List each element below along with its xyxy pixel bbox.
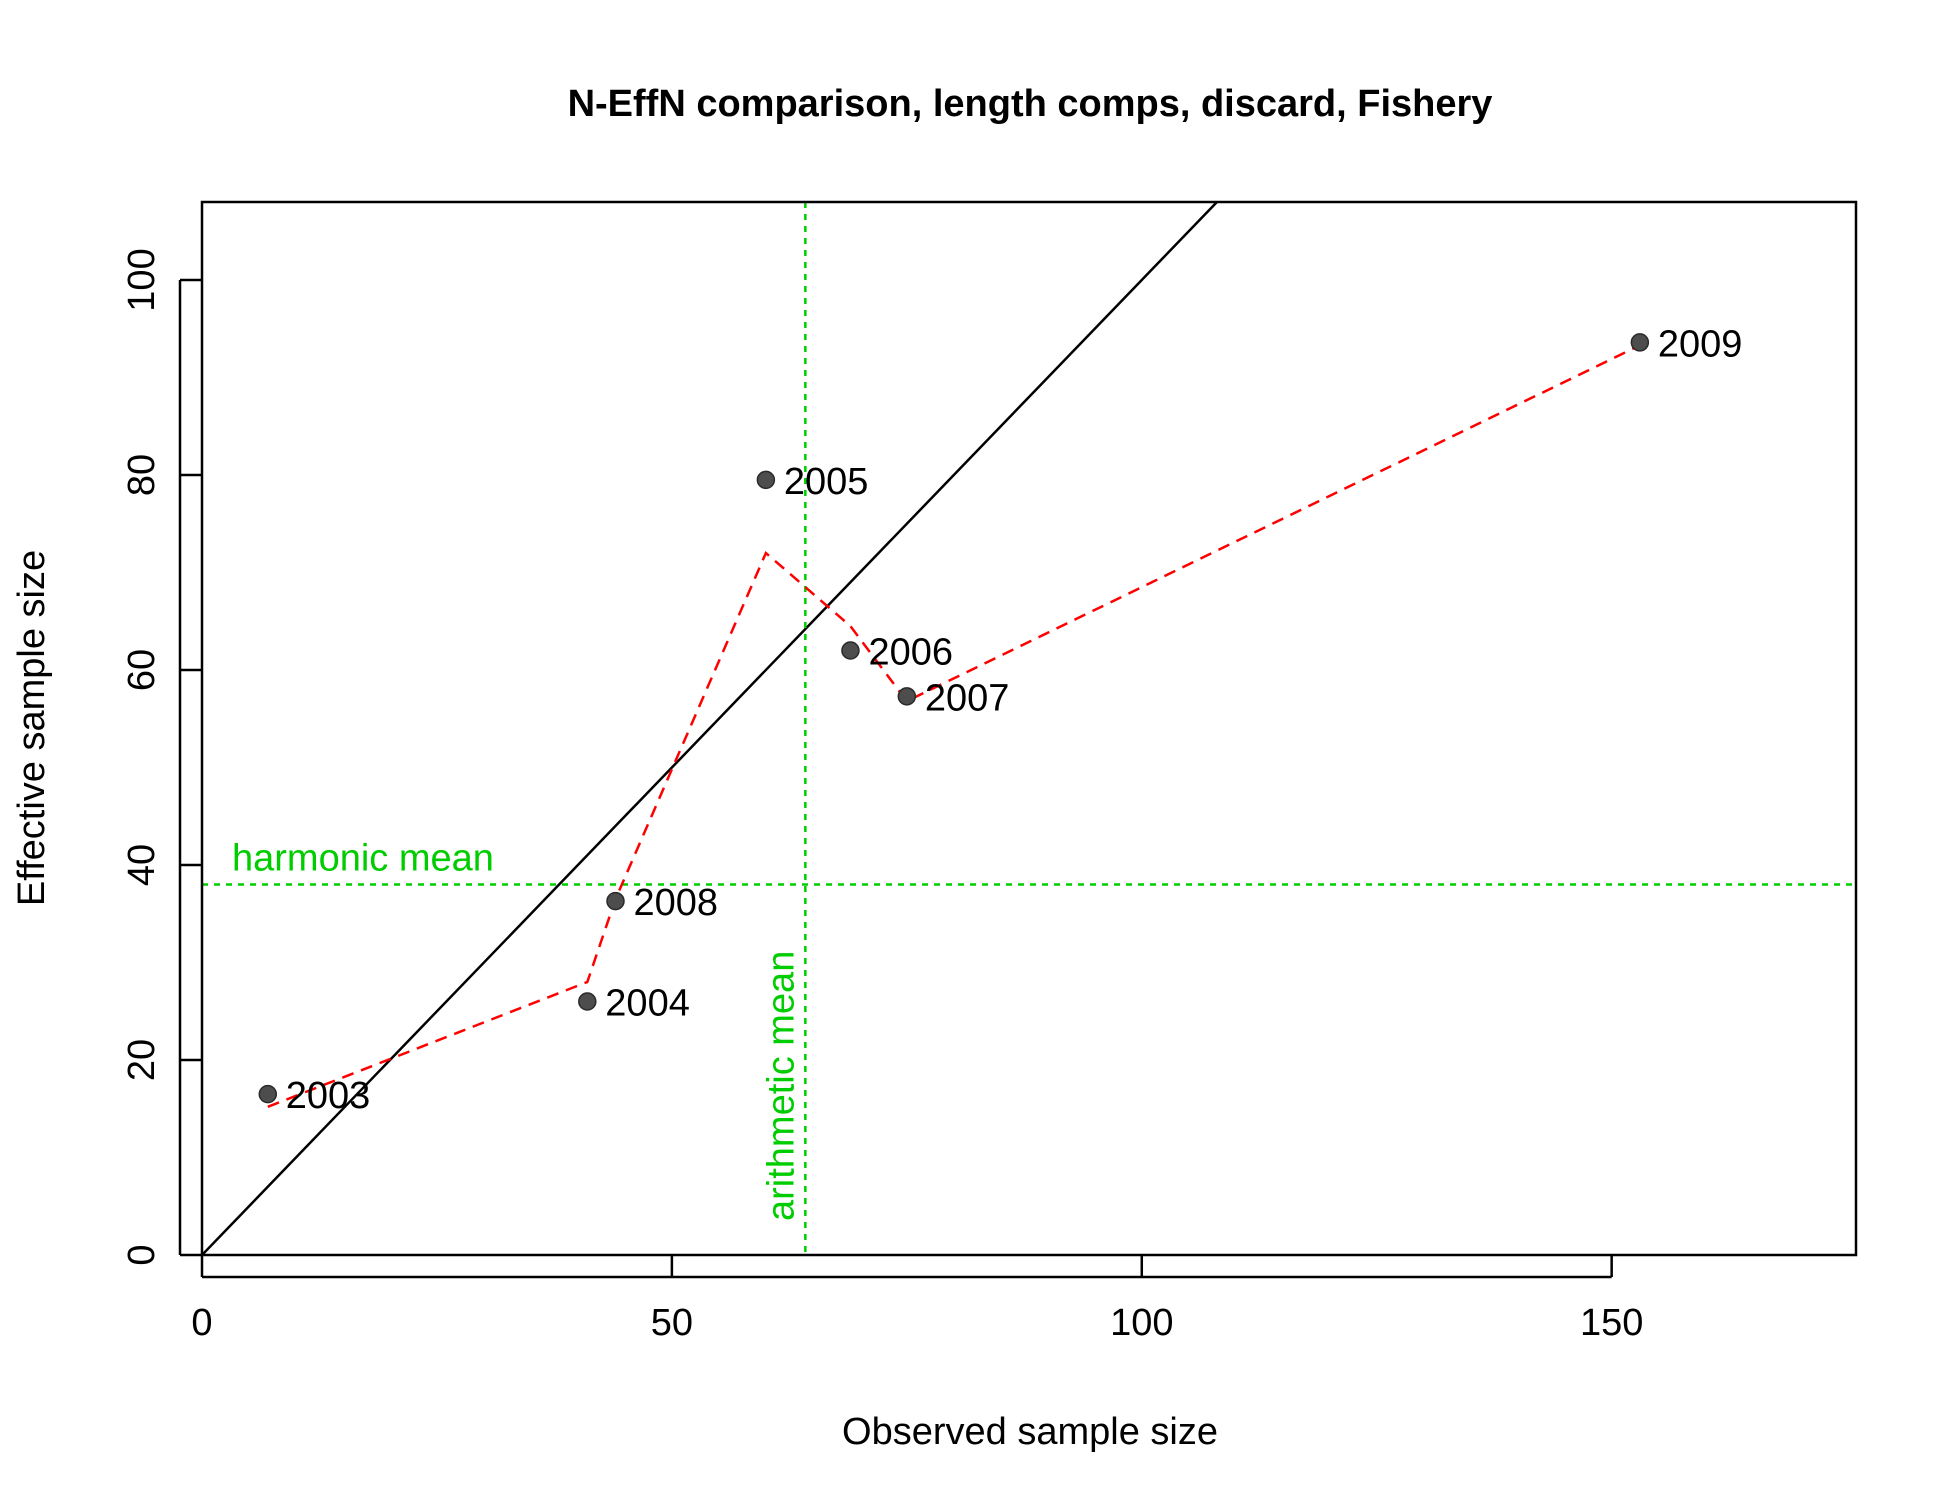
y-tick-label: 40 (121, 844, 163, 886)
data-point (897, 687, 917, 706)
harmonic-mean-label: harmonic mean (232, 838, 494, 880)
data-point (1630, 333, 1650, 352)
y-tick-label: 100 (121, 248, 163, 311)
x-tick-label: 100 (1110, 1302, 1173, 1344)
point-label: 2004 (605, 983, 690, 1025)
data-point (756, 470, 776, 490)
y-tick-label: 0 (121, 1244, 163, 1265)
point-label: 2006 (868, 632, 953, 674)
data-point (841, 641, 860, 660)
data-point (578, 992, 597, 1011)
arithmetic-mean-label: arithmetic mean (760, 951, 802, 1221)
data-point (606, 891, 625, 911)
point-label: 2003 (286, 1075, 371, 1117)
point-label: 2007 (925, 677, 1010, 719)
y-axis-label: Effective sample size (11, 550, 53, 906)
x-tick-label: 150 (1580, 1302, 1643, 1344)
chart-title: N-EffN comparison, length comps, discard… (568, 83, 1493, 125)
point-label: 2005 (784, 461, 869, 503)
point-label: 2008 (634, 882, 719, 924)
x-tick-label: 50 (651, 1302, 693, 1344)
smoother-line (267, 344, 1641, 1108)
plot-area: 0 50 100 150 0 20 40 60 80 100 harmonic mean arithm… (121, 200, 1858, 1344)
x-axis-label: Observed sample size (842, 1411, 1218, 1453)
data-point (258, 1084, 278, 1104)
point-label: 2009 (1658, 323, 1743, 365)
plot-frame (200, 200, 1858, 1257)
identity-line (202, 202, 1218, 1255)
x-tick-label: 0 (191, 1302, 212, 1344)
y-tick-label: 80 (121, 454, 163, 496)
y-tick-label: 20 (121, 1039, 163, 1081)
y-tick-label: 60 (121, 649, 163, 691)
